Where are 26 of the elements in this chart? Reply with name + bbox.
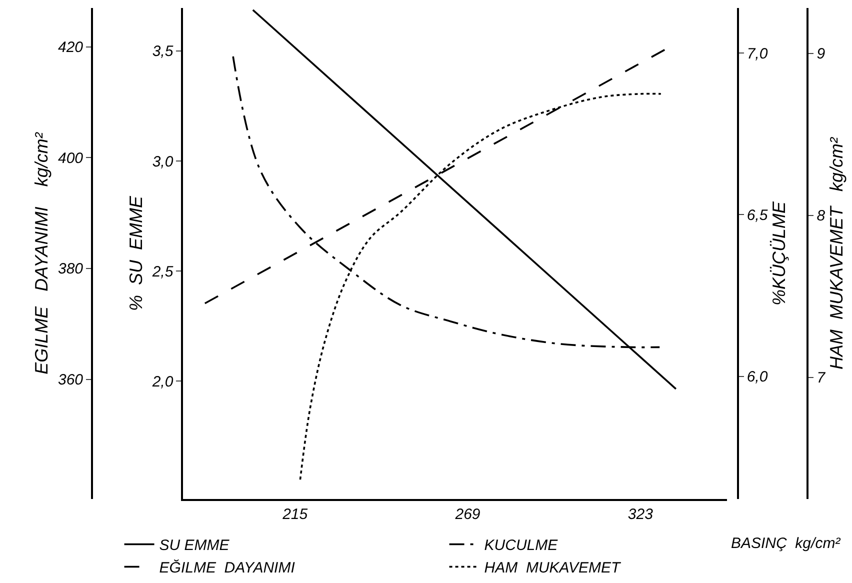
y-tick-label: 2,0 xyxy=(151,373,174,390)
y-tick-label: 7 xyxy=(816,370,826,387)
y-tick-label: 8 xyxy=(816,208,826,225)
y2-tick-label: 360 xyxy=(58,372,84,389)
y-tick-label: 3,5 xyxy=(152,43,174,60)
y2-tick-label: 420 xyxy=(58,39,84,56)
y-tick-label: 3,0 xyxy=(152,153,174,170)
legend-label: EĞILME DAYANIMI xyxy=(159,560,295,577)
text: HAM MUKAVEMET xyxy=(484,560,622,577)
x-tick-label: 323 xyxy=(628,506,654,523)
x-tick-label: 215 xyxy=(282,506,308,523)
y3-tick-label: 7,0 xyxy=(746,45,768,62)
y-tick-label: 9 xyxy=(816,46,826,63)
y-axis-title: % SU EMME xyxy=(126,195,146,312)
y3-axis-title: %KÜÇÜLME xyxy=(768,200,789,306)
y-axis-title: HAM MUKAVEMET kg/cm² xyxy=(826,136,846,370)
legend-label: KUCULME xyxy=(484,537,559,554)
x-axis-title: BASINÇ kg/cm² xyxy=(731,535,842,552)
y2-axis-title: EGILME DAYANIMI kg/cm² xyxy=(32,132,52,374)
y2-tick-label: 400 xyxy=(58,150,84,167)
x-tick-label: 269 xyxy=(454,506,481,523)
y2-tick-label: 380 xyxy=(58,260,84,278)
y-tick-label: 2,5 xyxy=(151,263,174,280)
y3-tick-label: 6,0 xyxy=(746,368,768,386)
y3-tick-label: 6,5 xyxy=(746,206,768,224)
legend-label: SU EMME xyxy=(159,537,230,554)
